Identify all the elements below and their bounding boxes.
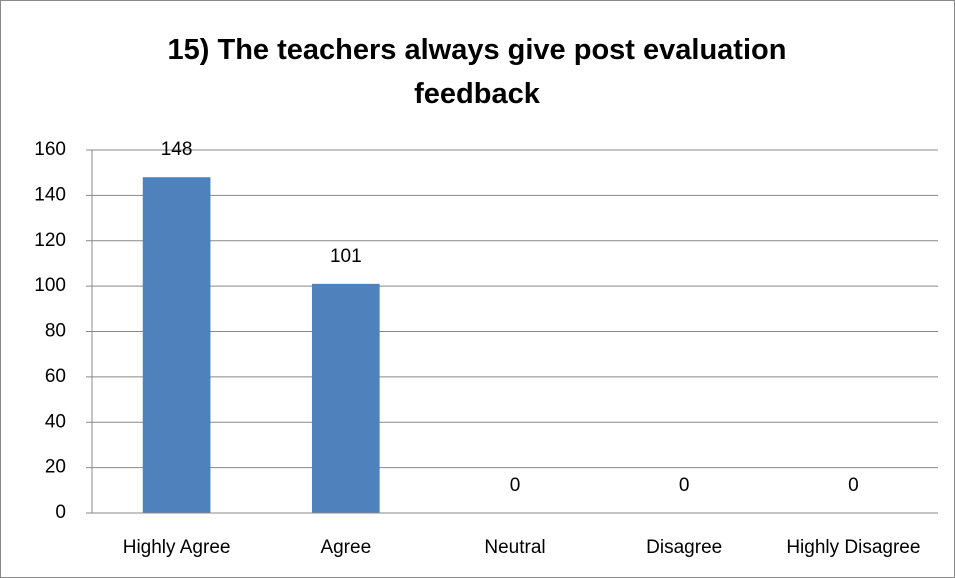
data-label: 101 — [330, 246, 362, 267]
chart-title: 15) The teachers always give post evalua… — [167, 34, 787, 110]
x-tick-label: Disagree — [646, 537, 722, 558]
data-label: 0 — [510, 475, 521, 496]
data-label: 0 — [679, 475, 690, 496]
bar — [142, 177, 211, 513]
y-tick-label: 120 — [34, 230, 66, 251]
y-tick-label: 0 — [55, 502, 66, 523]
y-tick-label: 40 — [45, 411, 66, 432]
y-tick-label: 160 — [34, 139, 66, 160]
x-tick-label: Highly Agree — [123, 537, 231, 558]
x-tick-label: Neutral — [484, 537, 545, 558]
y-tick-label: 20 — [45, 457, 66, 478]
data-label: 0 — [848, 475, 859, 496]
y-tick-label: 140 — [34, 184, 66, 205]
x-tick-label: Agree — [320, 537, 371, 558]
data-label: 148 — [161, 139, 193, 160]
x-tick-label: Highly Disagree — [786, 537, 920, 558]
y-tick-label: 100 — [34, 275, 66, 296]
y-tick-label: 60 — [45, 366, 66, 387]
y-tick-label: 80 — [45, 321, 66, 342]
bar — [311, 283, 380, 513]
